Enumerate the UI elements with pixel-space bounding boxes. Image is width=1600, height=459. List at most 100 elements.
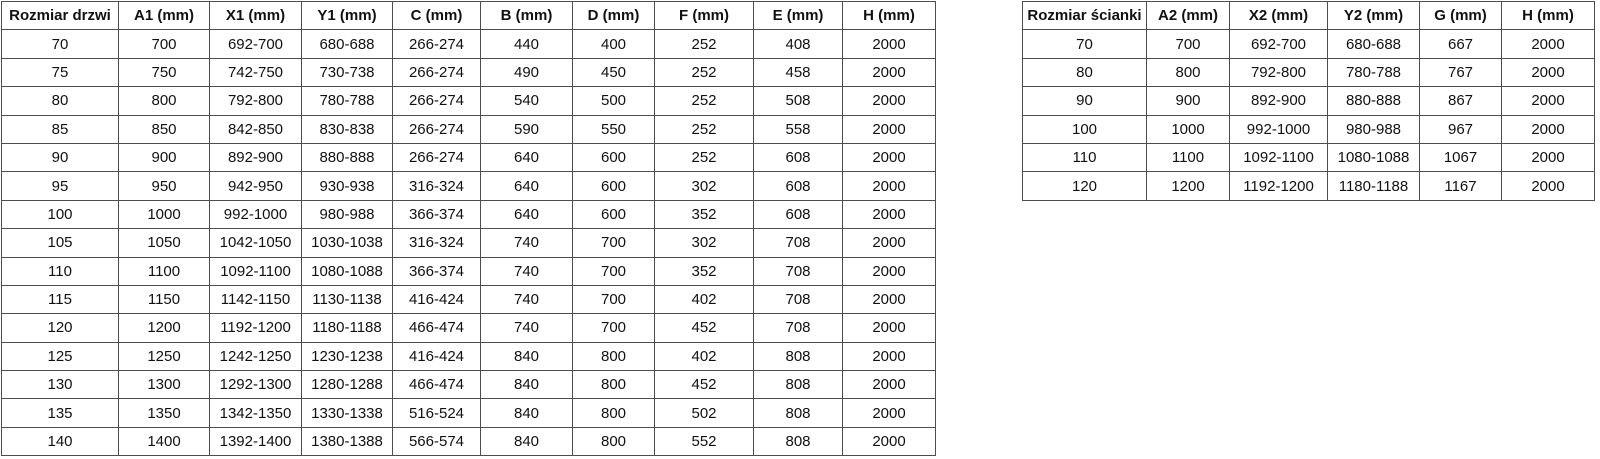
table-cell: 1180-1188 [1327,171,1420,201]
table-cell: 708 [753,313,843,343]
table-cell: 740 [480,284,573,315]
table-row: 75 750 742-750 730-738 266-274 490 450 252 458 20… [1,57,936,88]
table-cell: 800 [572,341,655,372]
table-cell: 1350 [118,398,210,428]
wall-size-table: Rozmiar ścianki A2 (mm) X2 (mm) Y2 (mm) G (m… [1022,0,1595,201]
table-cell: 1180-1188 [301,313,393,343]
table-cell: 302 [654,171,754,201]
table-cell: 692-700 [209,29,302,59]
table-cell: 700 [1146,29,1230,59]
table-cell: 95 [1,171,119,201]
table-row: 120 1200 1192-1200 1180-1188 1167 2000 [1022,171,1595,201]
table-cell: 967 [1419,114,1502,144]
table-cell: 1092-1100 [1229,142,1328,173]
table-cell: 2000 [842,86,936,116]
table-row: 100 1000 992-1000 980-988 366-374 640 600 352 60… [1,199,936,230]
table-cell: 408 [753,29,843,59]
table-cell: 458 [753,57,843,88]
table-cell: 800 [1146,57,1230,88]
table-cell: 2000 [1501,86,1595,116]
table-cell: 466-474 [392,370,481,400]
table-row: 140 1400 1392-1400 1380-1388 566-574 840 800 55… [1,426,936,457]
table-cell: 135 [1,398,119,428]
table-row: 70 700 692-700 680-688 667 2000 [1022,29,1595,59]
table-cell: 842-850 [209,114,302,144]
table-cell: 352 [654,256,754,286]
column-header: D (mm) [572,0,655,31]
table-cell: 80 [1022,57,1147,88]
column-header: X1 (mm) [209,0,302,31]
table-cell: 400 [572,29,655,59]
table-cell: 600 [572,199,655,230]
table-cell: 1000 [1146,114,1230,144]
table-cell: 1050 [118,228,210,258]
table-cell: 600 [572,142,655,173]
table-cell: 1130-1138 [301,284,393,315]
table-cell: 750 [118,57,210,88]
table-row: 80 800 792-800 780-788 767 2000 [1022,57,1595,88]
table-cell: 120 [1,313,119,343]
table-cell: 90 [1,142,119,173]
table-cell: 992-1000 [209,199,302,230]
table-cell: 2000 [1501,114,1595,144]
table-cell: 730-738 [301,57,393,88]
table-cell: 2000 [842,199,936,230]
header-row: Rozmiar ścianki A2 (mm) X2 (mm) Y2 (mm) G (m… [1022,0,1595,31]
table-cell: 900 [1146,86,1230,116]
table-cell: 2000 [1501,142,1595,173]
table-cell: 1167 [1419,171,1502,201]
table-cell: 780-788 [301,86,393,116]
column-header: Rozmiar ścianki [1022,0,1147,31]
table-cell: 316-324 [392,171,481,201]
table-cell: 85 [1,114,119,144]
table-cell: 252 [654,114,754,144]
table-cell: 2000 [842,370,936,400]
table-cell: 740 [480,313,573,343]
table-cell: 2000 [842,29,936,59]
table-row: 85 850 842-850 830-838 266-274 590 550 252 558 20… [1,114,936,144]
table-cell: 2000 [842,284,936,315]
table-cell: 980-988 [301,199,393,230]
table-cell: 100 [1,199,119,230]
table-cell: 808 [753,398,843,428]
table-cell: 850 [118,114,210,144]
table-cell: 130 [1,370,119,400]
table-cell: 680-688 [1327,29,1420,59]
table-cell: 1150 [118,284,210,315]
table-cell: 402 [654,284,754,315]
table-cell: 440 [480,29,573,59]
table-cell: 2000 [842,426,936,457]
table-cell: 450 [572,57,655,88]
table-cell: 75 [1,57,119,88]
table-cell: 1230-1238 [301,341,393,372]
table-cell: 516-524 [392,398,481,428]
table-cell: 700 [572,256,655,286]
table-row: 70 700 692-700 680-688 266-274 440 400 252 408 20… [1,29,936,59]
table-row: 90 900 892-900 880-888 266-274 640 600 252 608 20… [1,142,936,173]
table-cell: 302 [654,228,754,258]
table-row: 100 1000 992-1000 980-988 967 2000 [1022,114,1595,144]
table-cell: 416-424 [392,284,481,315]
table-cell: 742-750 [209,57,302,88]
table-row: 125 1250 1242-1250 1230-1238 416-424 840 800 40… [1,341,936,372]
table-cell: 252 [654,142,754,173]
table-cell: 140 [1,426,119,457]
table-cell: 2000 [1501,29,1595,59]
table-cell: 992-1000 [1229,114,1328,144]
table-row: 90 900 892-900 880-888 867 2000 [1022,86,1595,116]
table-cell: 680-688 [301,29,393,59]
table-cell: 892-900 [1229,86,1328,116]
table-cell: 1250 [118,341,210,372]
table-cell: 558 [753,114,843,144]
table-cell: 867 [1419,86,1502,116]
table-row: 95 950 942-950 930-938 316-324 640 600 302 608 20… [1,171,936,201]
table-cell: 452 [654,370,754,400]
table-cell: 266-274 [392,86,481,116]
column-header: G (mm) [1419,0,1502,31]
table-cell: 880-888 [1327,86,1420,116]
door-size-table: Rozmiar drzwi A1 (mm) X1 (mm) Y1 (mm) C (mm)… [1,0,936,457]
table-cell: 2000 [842,228,936,258]
table-cell: 316-324 [392,228,481,258]
table-cell: 540 [480,86,573,116]
table-cell: 1292-1300 [209,370,302,400]
